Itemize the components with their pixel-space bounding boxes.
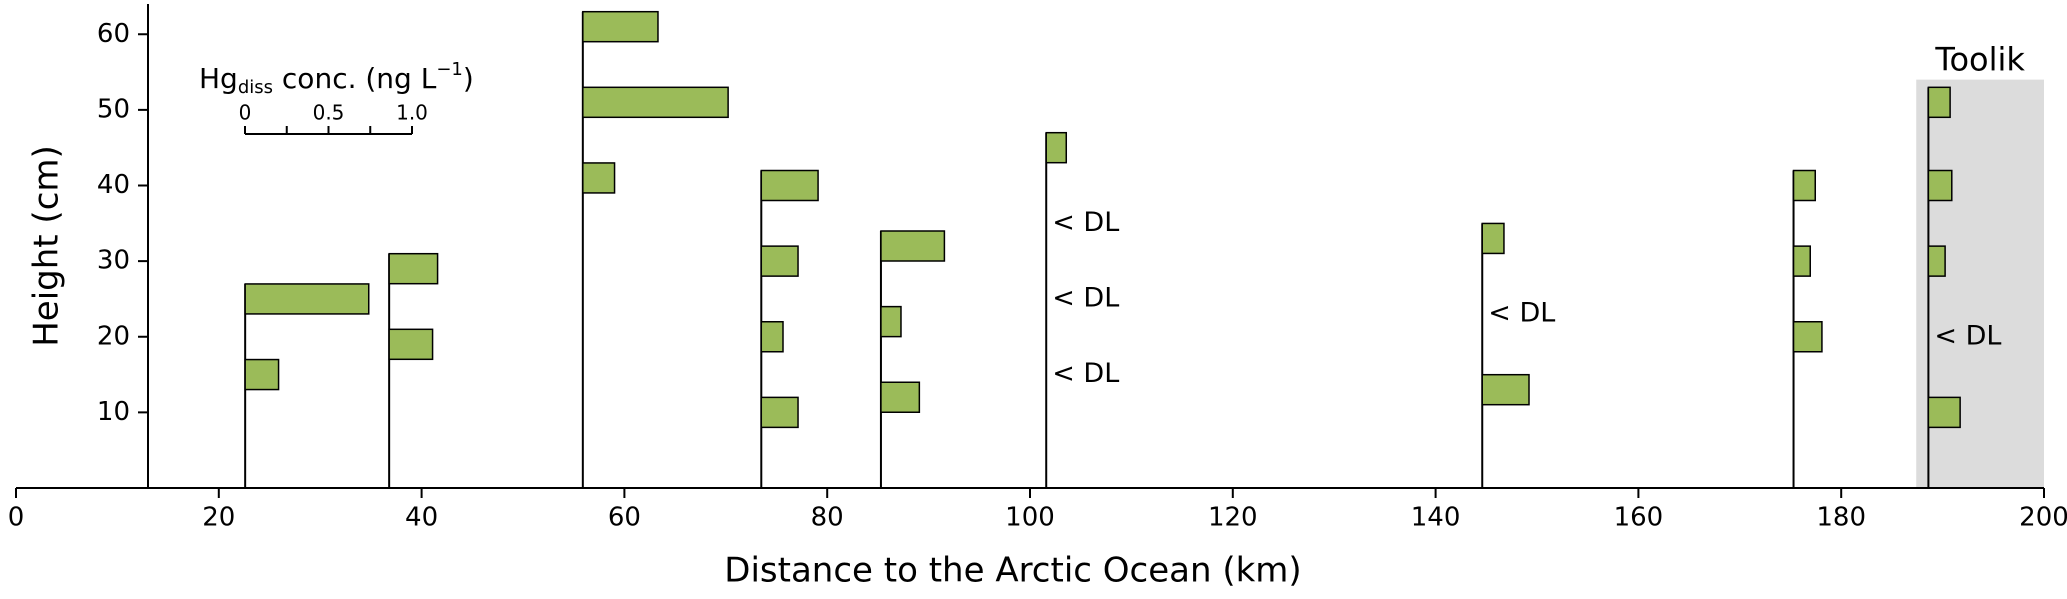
bar: [582, 86, 729, 119]
x-tick-label: 160: [1614, 503, 1664, 533]
dl-label: < DL: [1052, 207, 1119, 238]
bar: [1045, 131, 1068, 164]
x-tick-label: 200: [2019, 503, 2067, 533]
region-label: Toolik: [1934, 41, 2025, 79]
y-tick-label: 10: [97, 397, 130, 427]
dl-label: < DL: [1488, 298, 1555, 329]
bar: [760, 396, 799, 429]
bar: [880, 381, 921, 413]
scale-title-part: ): [463, 62, 474, 95]
y-tick-label: 50: [97, 94, 130, 124]
x-tick-label: 80: [811, 503, 844, 533]
scale-title-part: conc. (ng L: [273, 62, 437, 95]
dl-label: < DL: [1934, 320, 2001, 351]
x-tick-label: 0: [8, 503, 25, 533]
bar: [388, 252, 439, 285]
bar: [1792, 321, 1823, 353]
y-axis-title: Height (cm): [27, 145, 67, 347]
bar: [760, 321, 784, 353]
x-tick-label: 60: [608, 503, 641, 533]
bar: [1792, 169, 1817, 202]
bar: [1481, 373, 1530, 406]
bar: [1927, 169, 1953, 202]
bar: [880, 230, 946, 262]
scale-tick-label: 1.0: [396, 101, 428, 125]
x-tick-label: 140: [1411, 503, 1461, 533]
x-axis-title: Distance to the Arctic Ocean (km): [724, 551, 1301, 591]
y-tick-label: 20: [97, 321, 130, 351]
y-tick-label: 30: [97, 246, 130, 276]
bar: [1927, 86, 1951, 119]
bar: [1927, 396, 1961, 429]
scale-tick-label: 0: [239, 101, 252, 125]
bar: [388, 328, 434, 361]
bar: [1792, 245, 1811, 277]
scale-title-part: Hg: [199, 62, 238, 95]
x-tick-label: 20: [202, 503, 235, 533]
x-tick-label: 100: [1005, 503, 1055, 533]
x-tick-label: 180: [1816, 503, 1866, 533]
bar: [880, 305, 902, 338]
bar: [582, 162, 616, 194]
bar: [760, 169, 819, 202]
scale-tick-label: 0.5: [313, 101, 345, 125]
dl-label: < DL: [1052, 282, 1119, 313]
scale-title-sub: diss: [238, 77, 273, 98]
bar: [1481, 222, 1505, 255]
scale-title-sup: −1: [436, 59, 463, 80]
bar: [760, 245, 799, 277]
x-tick-label: 120: [1208, 503, 1258, 533]
bar: [1927, 245, 1946, 277]
bar: [582, 10, 659, 43]
bar: [244, 358, 280, 391]
scale-title: Hgdiss conc. (ng L−1): [199, 59, 474, 98]
x-tick-label: 40: [405, 503, 438, 533]
y-tick-label: 40: [97, 170, 130, 200]
y-tick-label: 60: [97, 19, 130, 49]
bar: [244, 283, 370, 315]
dl-label: < DL: [1052, 358, 1119, 389]
